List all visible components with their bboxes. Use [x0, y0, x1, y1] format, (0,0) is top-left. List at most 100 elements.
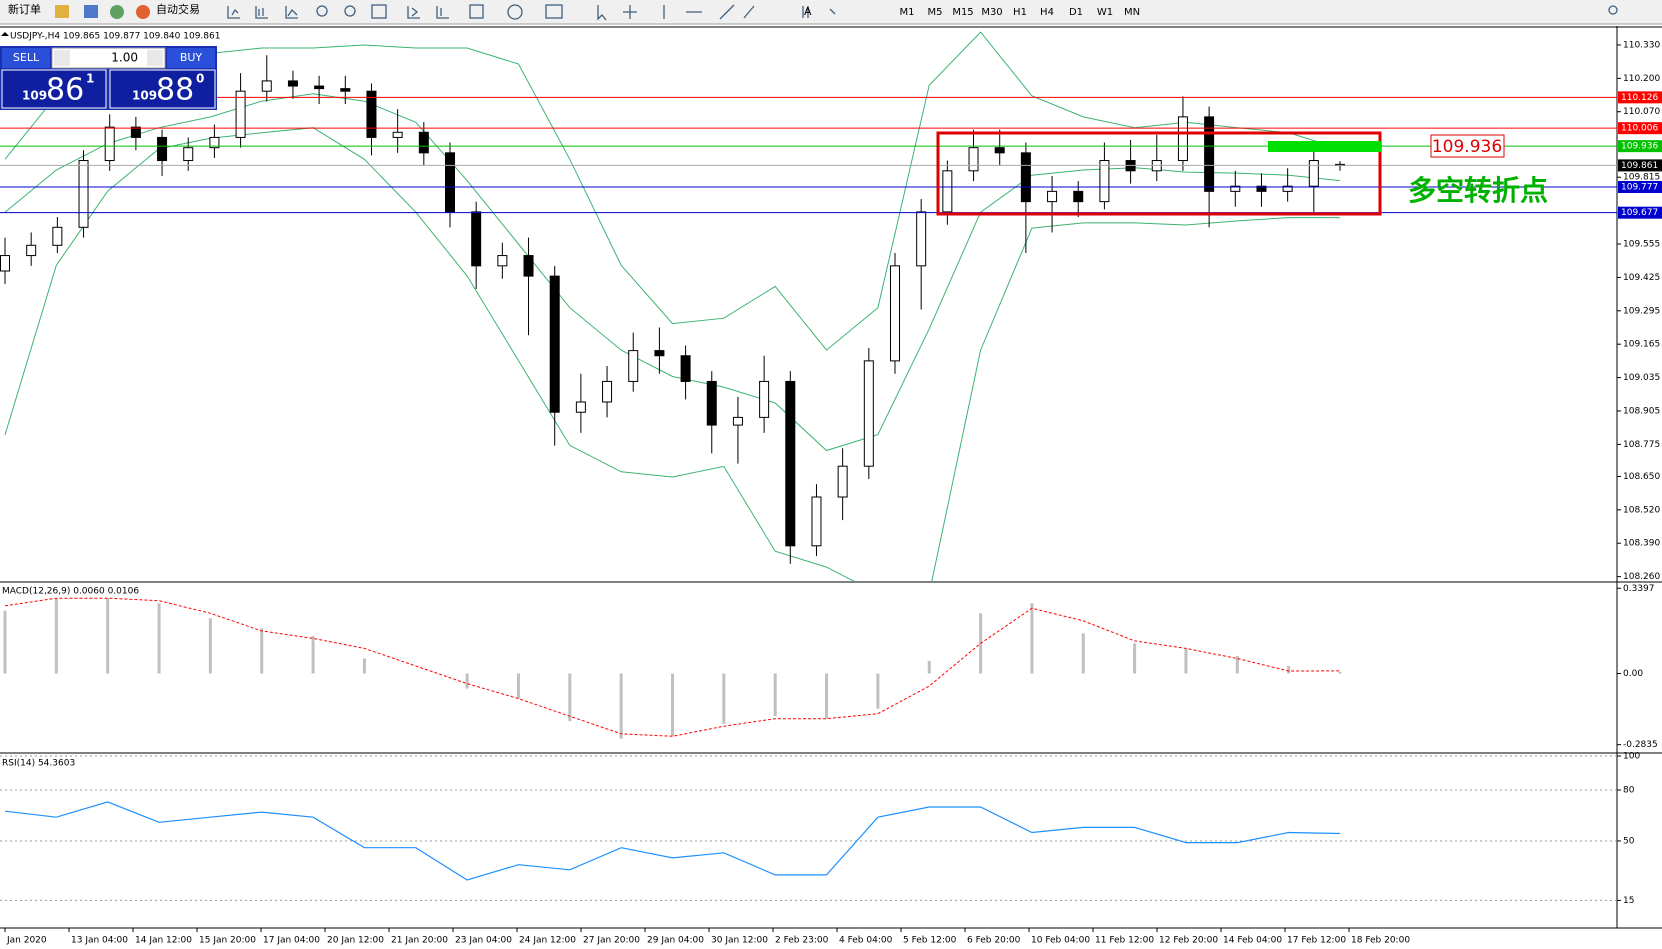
macd-bar	[54, 598, 58, 674]
x-tick-label: 21 Jan 20:00	[391, 936, 448, 946]
icon[interactable]	[469, 4, 484, 19]
icon[interactable]	[255, 6, 268, 19]
icon[interactable]	[227, 6, 240, 19]
ask-small[interactable]: 109	[132, 89, 157, 103]
candle-body	[340, 88, 351, 92]
candle-body	[1282, 185, 1293, 192]
bid-sup[interactable]: 1	[86, 72, 94, 86]
candle-body	[916, 211, 927, 267]
macd-signal	[4, 597, 1341, 737]
timeframe-button[interactable]: M30	[981, 7, 1002, 18]
candle-body	[1047, 190, 1058, 203]
icon[interactable]	[507, 4, 523, 20]
macd-bar	[1338, 672, 1342, 674]
icon[interactable]	[136, 5, 150, 19]
candle-body	[52, 226, 63, 246]
toolbar: A 新订单 自动交易 M1 M5 M15 M30 H1 H4 D1 W1 MN	[0, 0, 1662, 25]
buy-button[interactable]	[167, 48, 215, 68]
timeframe-button[interactable]: W1	[1097, 7, 1113, 18]
candle-body	[811, 496, 822, 547]
icon[interactable]	[1608, 5, 1618, 15]
lot-value[interactable]: 1.00	[111, 51, 138, 65]
toolbar-button[interactable]: 自动交易	[156, 2, 200, 16]
toolbar-button[interactable]: 新订单	[8, 2, 41, 16]
x-tick-label: 20 Jan 12:00	[327, 936, 384, 946]
x-tick-label: 14 Jan 12:00	[135, 936, 192, 946]
lot-down[interactable]	[54, 50, 70, 66]
icon[interactable]	[407, 6, 420, 19]
candle-body	[732, 416, 743, 426]
macd-bar	[1081, 633, 1085, 674]
candle-body	[1099, 160, 1110, 203]
macd-bar	[722, 673, 726, 724]
icon[interactable]	[663, 4, 755, 20]
icon[interactable]	[371, 4, 387, 19]
macd-bar	[1235, 655, 1239, 674]
timeframe-button[interactable]: MN	[1124, 7, 1140, 18]
price-label-box	[1618, 206, 1662, 219]
icon[interactable]	[55, 5, 69, 18]
candle-body	[471, 211, 482, 267]
timeframe-button[interactable]: H4	[1040, 7, 1054, 18]
macd-bar	[516, 673, 520, 699]
trade-panel: SELL 1.00 BUY 109 86 1 109 88 0	[0, 46, 217, 110]
bid-small[interactable]: 109	[22, 89, 47, 103]
timeframe-button[interactable]: M1	[900, 7, 915, 18]
icon[interactable]	[545, 4, 563, 19]
y-tick-label: 15	[1623, 896, 1634, 906]
icon[interactable]	[110, 5, 124, 19]
level-label-box	[1430, 134, 1505, 158]
ask-big[interactable]: 88	[156, 73, 194, 108]
macd-bar	[1184, 648, 1188, 674]
timeframe-button[interactable]: M15	[952, 7, 973, 18]
candle-body	[78, 160, 89, 228]
timeframe-button[interactable]: M5	[928, 7, 943, 18]
candle-body	[392, 131, 403, 138]
y-tick-label: 110.070	[1623, 107, 1660, 117]
icon[interactable]	[436, 6, 449, 19]
macd-bar	[157, 603, 161, 674]
candle-body	[366, 90, 377, 138]
range-box	[936, 131, 1382, 216]
level-bar	[1268, 141, 1381, 152]
candle-body	[942, 170, 953, 213]
y-tick-label: 109.295	[1623, 306, 1660, 316]
candle-body	[680, 355, 691, 382]
x-tick-label: Jan 2020	[6, 936, 47, 946]
icon[interactable]	[316, 5, 328, 17]
ask-box[interactable]	[109, 69, 216, 109]
lot-input[interactable]	[51, 47, 166, 69]
bid-box[interactable]	[1, 69, 107, 109]
sell-button[interactable]	[2, 48, 50, 68]
icon[interactable]	[84, 5, 98, 18]
rsi-line	[4, 801, 1341, 881]
tool-text[interactable]: A	[804, 5, 812, 18]
y-tick-label: 110.330	[1623, 40, 1660, 50]
candle-body	[523, 255, 534, 277]
x-tick-label: 13 Jan 04:00	[71, 936, 128, 946]
candle-body	[1230, 185, 1241, 192]
sell-label[interactable]: SELL	[13, 51, 40, 64]
icon[interactable]	[285, 6, 298, 19]
x-tick-label: 6 Feb 20:00	[967, 936, 1021, 946]
icon[interactable]	[597, 5, 607, 21]
icon[interactable]	[802, 6, 836, 18]
timeframe-button[interactable]: D1	[1069, 7, 1083, 18]
pane-title: USDJPY-,H4 109.865 109.877 109.840 109.8…	[10, 32, 220, 42]
annotations: 109.936 多空转折点	[936, 131, 1548, 216]
bid-big[interactable]: 86	[46, 73, 84, 108]
band-middle	[4, 93, 1341, 452]
ask-sup[interactable]: 0	[196, 72, 204, 86]
y-tick-label: 109.425	[1623, 273, 1660, 283]
buy-label[interactable]: BUY	[180, 51, 203, 64]
candle-body	[1020, 152, 1031, 203]
lot-up[interactable]	[147, 50, 163, 66]
macd-bar	[927, 660, 931, 674]
timeframe-button[interactable]: H1	[1013, 7, 1027, 18]
icon[interactable]	[623, 5, 637, 19]
price-label-box	[1618, 91, 1662, 104]
price-label-box	[1618, 180, 1662, 193]
icon[interactable]	[344, 5, 356, 17]
macd-bar	[619, 673, 623, 739]
